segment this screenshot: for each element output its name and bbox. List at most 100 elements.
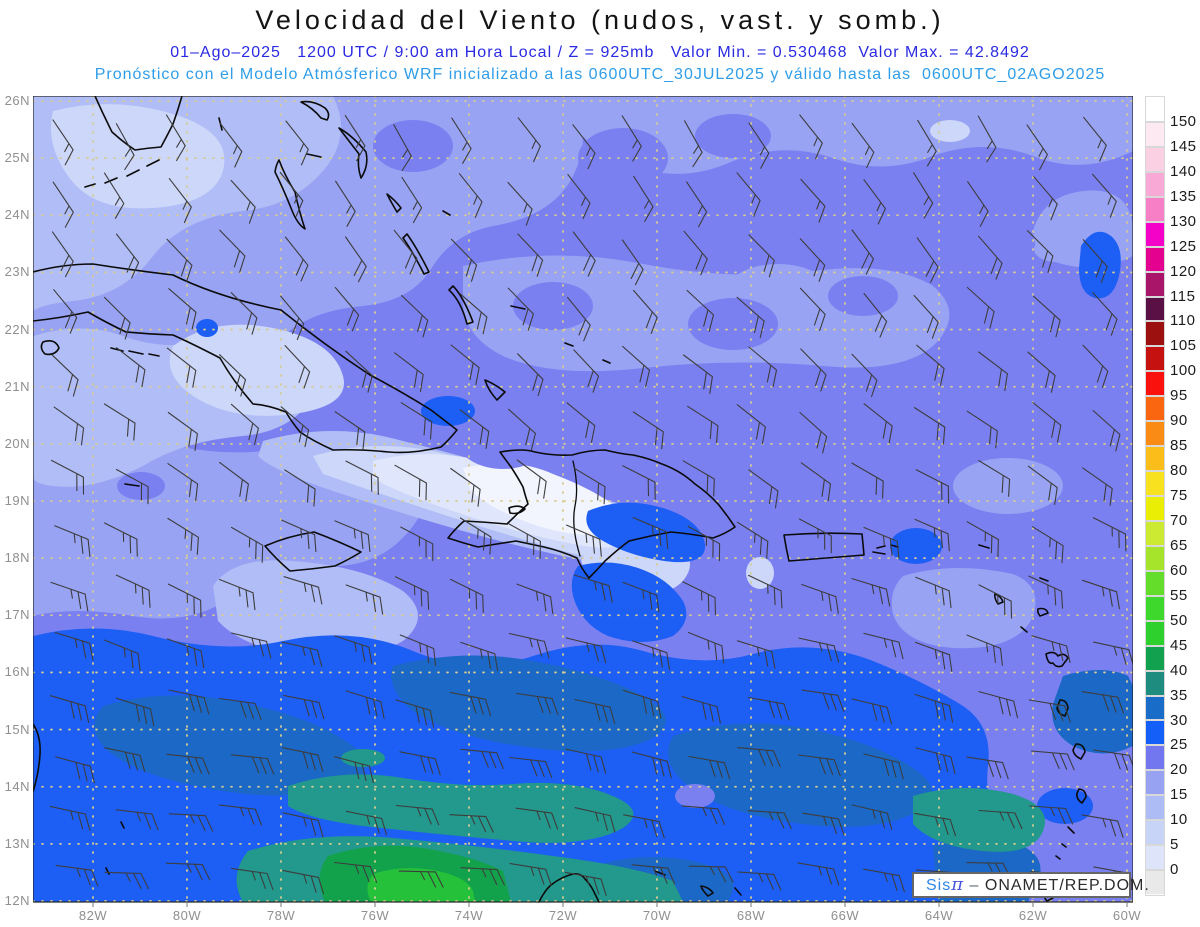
colorbar-tick-label: 45 bbox=[1170, 636, 1188, 654]
wind-barb bbox=[799, 411, 828, 454]
wind-barb bbox=[683, 230, 708, 276]
colorbar-tick-label: 85 bbox=[1170, 437, 1188, 455]
wind-barbs-layer bbox=[49, 114, 1136, 896]
wind-barb bbox=[801, 583, 839, 614]
colorbar-cell bbox=[1145, 495, 1165, 522]
wind-barb bbox=[748, 346, 778, 388]
wind-barb bbox=[915, 469, 950, 504]
wind-barb bbox=[400, 402, 433, 440]
wind-barb bbox=[565, 637, 607, 664]
wind-barb bbox=[632, 289, 658, 334]
wind-barb bbox=[798, 518, 832, 554]
wind-barb bbox=[914, 518, 950, 552]
wind-barb bbox=[507, 181, 533, 226]
wind-barb bbox=[572, 124, 596, 170]
colorbar-tick-label: 55 bbox=[1170, 586, 1188, 604]
wind-barb bbox=[799, 238, 826, 282]
wind-barb bbox=[398, 870, 444, 888]
wind-barb bbox=[219, 229, 246, 273]
wind-barb bbox=[115, 574, 151, 608]
wind-barb bbox=[851, 578, 891, 607]
wind-barb bbox=[687, 405, 719, 444]
wind-barb bbox=[104, 522, 138, 557]
wind-barb bbox=[282, 870, 325, 895]
wind-barb bbox=[1032, 295, 1061, 338]
colorbar-cell bbox=[1145, 844, 1165, 872]
wind-barb bbox=[1033, 176, 1058, 221]
lat-axis-label: 15N bbox=[4, 721, 30, 737]
colorbar-cell bbox=[1145, 719, 1165, 747]
wind-barb bbox=[851, 462, 884, 499]
wind-barb bbox=[915, 576, 952, 609]
colorbar-cell bbox=[1145, 470, 1165, 497]
wind-barb bbox=[632, 411, 664, 450]
wind-barb bbox=[966, 521, 999, 558]
colorbar-cell bbox=[1145, 145, 1165, 173]
wind-barb bbox=[863, 526, 900, 559]
wind-barb bbox=[450, 238, 478, 282]
wind-barb bbox=[399, 751, 441, 776]
wind-barb bbox=[573, 467, 606, 505]
wind-barb bbox=[688, 865, 734, 883]
wind-barb bbox=[1093, 641, 1135, 667]
wind-barb bbox=[230, 403, 259, 446]
wind-barb bbox=[913, 172, 934, 219]
colorbar-cell bbox=[1145, 669, 1165, 697]
wind-barb bbox=[334, 411, 366, 450]
wind-barb bbox=[460, 641, 499, 672]
wind-barb bbox=[1082, 344, 1109, 388]
wind-barb bbox=[682, 460, 715, 497]
wind-barb bbox=[281, 519, 317, 553]
wind-barb bbox=[863, 179, 886, 225]
watermark-org: ONAMET/REP.DOM. bbox=[984, 877, 1150, 894]
wind-barb bbox=[747, 696, 790, 721]
lat-axis-label: 20N bbox=[4, 435, 30, 451]
wind-barb bbox=[913, 294, 939, 339]
colorbar-tick-label: 75 bbox=[1170, 487, 1188, 505]
lon-axis-label: 62W bbox=[1018, 908, 1048, 923]
wind-barb bbox=[1083, 116, 1107, 162]
wind-barb bbox=[967, 181, 989, 227]
wind-barb bbox=[230, 632, 272, 659]
wind-barb bbox=[394, 352, 424, 392]
wind-barb bbox=[515, 692, 559, 716]
wind-barb bbox=[1031, 635, 1071, 664]
colorbar-tick-label: 90 bbox=[1170, 412, 1188, 430]
colorbar-cell bbox=[1145, 245, 1165, 273]
wind-barb bbox=[1027, 465, 1058, 505]
wind-barb bbox=[686, 289, 715, 332]
wind-barb bbox=[459, 409, 490, 449]
wind-barb bbox=[165, 862, 211, 881]
lat-axis-label: 17N bbox=[4, 607, 30, 623]
wind-barb bbox=[736, 296, 765, 339]
wind-barb bbox=[104, 639, 141, 671]
wind-barb bbox=[460, 867, 505, 886]
wind-barb bbox=[50, 695, 90, 723]
wind-barb bbox=[53, 289, 78, 334]
wind-barb bbox=[515, 807, 559, 830]
wind-barb bbox=[574, 807, 616, 833]
wind-barb bbox=[508, 523, 541, 559]
wind-barb bbox=[52, 181, 74, 228]
wind-barb bbox=[334, 286, 360, 332]
colorbar-cell bbox=[1145, 744, 1165, 772]
wind-barb bbox=[54, 632, 94, 661]
wind-barb bbox=[283, 576, 323, 605]
wind-barb bbox=[400, 526, 434, 562]
wind-barb bbox=[736, 521, 769, 559]
wind-barb bbox=[1081, 579, 1120, 610]
wind-barb bbox=[459, 292, 488, 335]
lat-axis-label: 21N bbox=[4, 378, 30, 394]
wind-barb bbox=[516, 459, 547, 499]
wind-barb bbox=[334, 756, 374, 784]
wind-barb bbox=[565, 871, 607, 896]
wind-barb bbox=[1028, 699, 1071, 723]
wind-barb bbox=[916, 237, 939, 283]
wind-barb bbox=[687, 631, 725, 664]
wind-barb bbox=[914, 812, 957, 837]
wind-barb bbox=[399, 634, 437, 666]
lon-axis-label: 82W bbox=[78, 908, 108, 923]
wind-barb bbox=[507, 287, 534, 331]
wind-barb bbox=[573, 574, 613, 603]
colorbar-cell bbox=[1145, 170, 1165, 198]
